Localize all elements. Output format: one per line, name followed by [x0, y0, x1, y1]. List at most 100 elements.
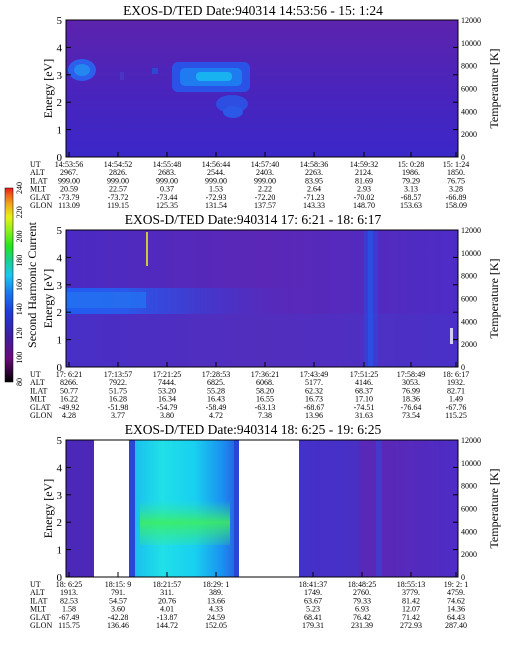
panel1-orbit-value: 999.00 [107, 176, 129, 185]
panel1-orbit-value: 14:53:56 [55, 160, 83, 169]
panel3-orbit-value: 287.40 [445, 621, 467, 630]
panel2-orbit-value: 31.63 [355, 411, 373, 420]
panel2-y2tick-label: 10000 [461, 249, 481, 258]
panel2-orbit-value: 4.28 [62, 411, 76, 420]
panel1-ytick-label: 3 [57, 70, 63, 82]
panel2-orbit-value: 51.75 [109, 386, 127, 395]
panel2-features [66, 230, 458, 367]
panel3-orbit-value: 63.67 [304, 596, 322, 605]
panel3-features [66, 440, 458, 577]
panel1-orbit-value: 14:59:32 [350, 160, 378, 169]
panel3-orbit-value: 1913. [60, 588, 78, 597]
panel1-orbit-row-label: ILAT [30, 176, 47, 185]
panel3-y2tick-label: 10000 [461, 459, 481, 468]
panel2-right-speck [450, 328, 453, 344]
panel1-speck [152, 68, 158, 74]
panel1-orbit-row-label: ALT [30, 168, 45, 177]
panel3-orbit-value: 12.07 [402, 605, 420, 614]
panel1-orbit-value: 22.57 [109, 185, 127, 194]
panel3-orbit-value: 144.72 [156, 621, 178, 630]
panel2-orbit-value: -63.13 [255, 403, 276, 412]
panel2-orbit-value: -67.76 [446, 403, 467, 412]
panel2-orbit-value: 3.77 [111, 411, 125, 420]
panel1-orbit-value: 3.28 [449, 185, 463, 194]
panel2-orbit-value: 6825. [207, 378, 225, 387]
panel1-title: EXOS-D/TED Date:940314 14:53:56 - 15: 1:… [123, 3, 383, 18]
panel1-orbit-row-label: MLT [30, 185, 46, 194]
panel3-orbit-row-label: ILAT [30, 596, 47, 605]
panel1-orbit-value: 2124. [355, 168, 373, 177]
panel3-orbit-value: 3779. [402, 588, 420, 597]
panel2-orbit-value: 50.77 [60, 386, 78, 395]
panel3-orbit-value: 71.42 [402, 613, 420, 622]
panel1-orbit-value: 14:54:52 [104, 160, 132, 169]
panel1-orbit-value: 15: 0:28 [398, 160, 424, 169]
panel1-orbit-value: 15: 1:24 [443, 160, 469, 169]
panel2-orbit-value: -51.98 [108, 403, 129, 412]
panel1-orbit-value: 83.95 [305, 176, 323, 185]
panel3-orbit-value: 74.62 [447, 596, 465, 605]
panel3-y2tick-label: 8000 [461, 482, 477, 491]
panel2-orbit-value: 17.10 [355, 395, 373, 404]
panel2-orbit-value: 1.49 [449, 395, 463, 404]
panel2-orbit-value: 17:51:25 [350, 370, 378, 379]
panel1-ylabel: Energy [eV] [41, 59, 55, 118]
panel3-orbit-value: 18:48:25 [348, 580, 376, 589]
panel3-orbit-value: 79.33 [353, 596, 371, 605]
panel1-y2tick-label: 12000 [461, 16, 481, 25]
panel3-segment-left [66, 440, 94, 577]
panel3-orbit-value: 18:41:37 [299, 580, 327, 589]
panel3-orbit-value: 82.53 [60, 596, 78, 605]
panel3-orbit-row-label: GLON [30, 621, 52, 630]
panel1-orbit-value: 158.09 [445, 201, 467, 210]
panel1-orbit-row-label: GLON [30, 201, 52, 210]
panel3-ylabel: Energy [eV] [41, 479, 55, 538]
panel2-orbit-value: 17:36:21 [251, 370, 279, 379]
panel2-orbit-value: 17:43:49 [300, 370, 328, 379]
panel2-orbit-value: -74.51 [354, 403, 375, 412]
panel2-orbit-value: 7444. [158, 378, 176, 387]
panel3-orbit-value: 4.33 [209, 605, 223, 614]
panel2-ytick-label: 5 [57, 225, 63, 237]
colorbar: Second Harmonic Current [4, 187, 39, 383]
panel2-orbit-row-label: GLAT [30, 403, 51, 412]
panel2-orbit-value: -49.92 [59, 403, 80, 412]
panel3-orbit-value: 1749. [304, 588, 322, 597]
panel2-vertical-spike [146, 232, 148, 266]
panel2-orbit-value: 8266. [60, 378, 78, 387]
panel1-orbit-value: 76.75 [447, 176, 465, 185]
panel1-orbit-value: 1850. [447, 168, 465, 177]
panel1-ytick-label: 5 [57, 15, 63, 27]
panel1-orbit-value: 999.00 [254, 176, 276, 185]
colorbar-gradient [4, 187, 14, 383]
colorbar-tick-label: 100 [15, 352, 24, 364]
panel1-orbit-value: 999.00 [58, 176, 80, 185]
panel2-orbit-row-label: ALT [30, 378, 45, 387]
panel1-blob-main-core [196, 72, 232, 81]
panel2-ytick-label: 0 [57, 362, 63, 374]
panel2-orbit-value: 4.72 [209, 411, 223, 420]
panel2-orbit-value: 73.54 [402, 411, 420, 420]
panel2-orbit-value: 55.28 [207, 386, 225, 395]
panel2-y2label: Temperature [K] [487, 258, 501, 338]
panel1-y2tick-label: 10000 [461, 39, 481, 48]
panel1-orbit-value: 153.63 [400, 201, 422, 210]
panel2-orbit-value: 1932. [447, 378, 465, 387]
panel3-orbit-value: 18:29: 1 [203, 580, 229, 589]
panel3-ytick-label: 4 [57, 462, 63, 474]
panel3-orbit-row-label: MLT [30, 605, 46, 614]
panel2-orbit-value: -68.67 [304, 403, 325, 412]
panel2-orbit-value: 7.38 [258, 411, 272, 420]
panel3-orbit-row-label: GLAT [30, 613, 51, 622]
panel3-orbit-value: 18:55:13 [397, 580, 425, 589]
panel1-orbit-value: -71.23 [304, 193, 325, 202]
panel2-y2tick-label: 2000 [461, 340, 477, 349]
panel1-orbit-value: 137.57 [254, 201, 276, 210]
panel2-orbit-value: 16.55 [256, 395, 274, 404]
panel3-orbit-value: 76.42 [353, 613, 371, 622]
panel1-orbit-value: -70.02 [354, 193, 375, 202]
panel1-y2tick-label: 6000 [461, 85, 477, 94]
panel2-orbit-value: 13.96 [305, 411, 323, 420]
panel1-orbit-value: -68.57 [401, 193, 422, 202]
